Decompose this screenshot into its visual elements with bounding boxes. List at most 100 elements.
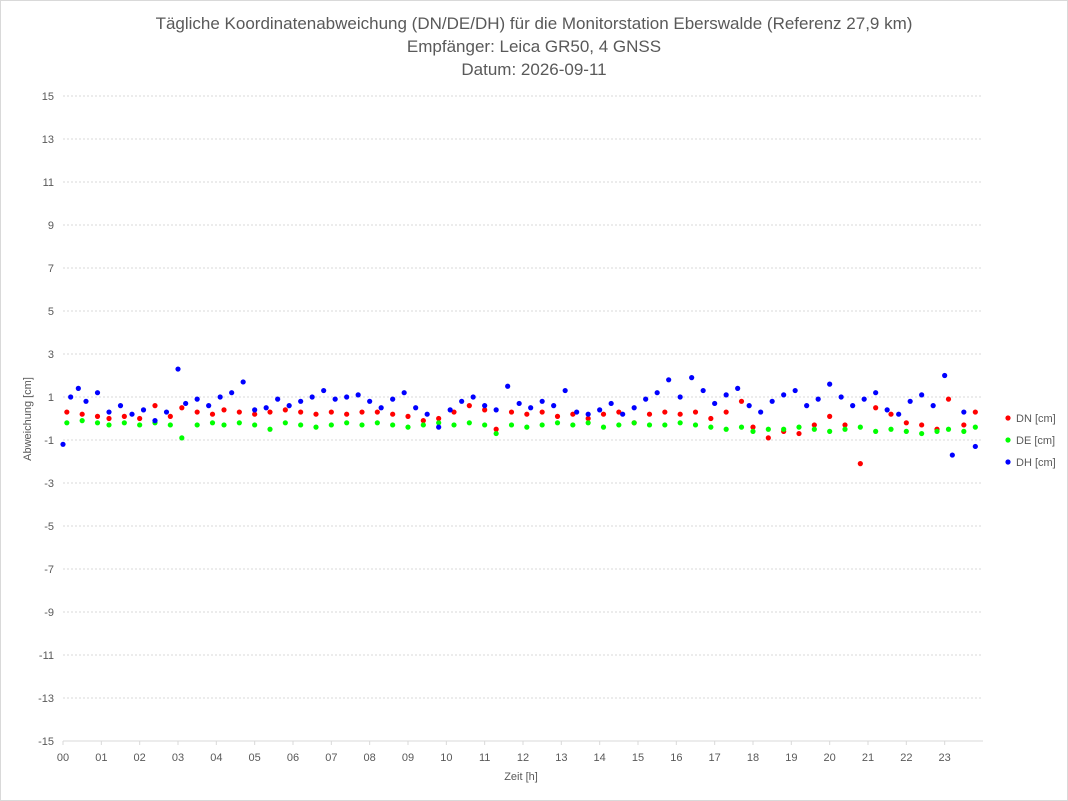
data-point (811, 426, 817, 432)
y-tick-label: 5 (48, 306, 54, 318)
data-point (677, 420, 683, 426)
series-3 (60, 366, 978, 458)
data-point (413, 405, 419, 411)
data-point (229, 390, 235, 396)
data-point (206, 403, 212, 409)
data-point (405, 424, 411, 430)
data-point (94, 420, 101, 426)
data-point (221, 422, 227, 428)
data-point (217, 394, 223, 400)
data-point (631, 405, 637, 411)
data-point (524, 411, 530, 417)
data-point (600, 411, 607, 417)
data-point (405, 413, 411, 419)
data-point (75, 385, 81, 391)
x-tick-label: 04 (210, 752, 222, 764)
x-tick-label: 09 (402, 752, 414, 764)
data-point (94, 390, 101, 396)
data-point (554, 420, 561, 426)
data-point (359, 409, 365, 415)
data-point (175, 366, 181, 372)
data-point (420, 422, 426, 428)
data-point (447, 407, 453, 413)
data-point (585, 411, 591, 417)
data-point (451, 422, 457, 428)
data-point (945, 396, 952, 402)
data-point (321, 387, 327, 394)
data-point (313, 411, 319, 417)
y-tick-label: 1 (48, 392, 54, 404)
data-point (539, 422, 545, 428)
data-point (896, 411, 902, 417)
data-point (750, 424, 756, 430)
data-point (738, 398, 745, 404)
x-tick-label: 16 (670, 752, 682, 764)
data-point (646, 422, 653, 428)
data-point (328, 409, 334, 415)
data-point (723, 392, 729, 398)
data-point (64, 420, 70, 426)
y-tick-label: -15 (38, 736, 54, 748)
x-tick-label: 11 (479, 752, 490, 764)
data-point (815, 396, 821, 402)
data-point (194, 409, 200, 415)
data-point (873, 405, 879, 411)
data-point (689, 375, 695, 381)
data-point (608, 400, 614, 407)
data-point (620, 411, 626, 417)
data-point (735, 385, 741, 391)
data-point (842, 422, 848, 428)
data-point (482, 403, 488, 409)
data-point (551, 403, 557, 409)
data-point (401, 390, 407, 396)
data-point (493, 407, 499, 413)
data-point (194, 396, 200, 402)
data-point (493, 426, 499, 432)
chart-title: Tägliche Koordinatenabweichung (DN/DE/DH… (156, 14, 913, 79)
data-point (903, 428, 909, 434)
data-point (359, 422, 365, 428)
x-tick-label: 07 (325, 752, 337, 764)
y-tick-label: -13 (38, 693, 54, 705)
data-point (64, 409, 70, 415)
data-point (252, 407, 258, 413)
data-point (857, 424, 863, 430)
data-point (934, 428, 940, 434)
y-tick-label: -9 (44, 607, 54, 619)
data-point (554, 413, 561, 419)
data-point (378, 405, 384, 411)
y-axis-ticks: 15 13 11 9 7 5 3 1 -1 -3 -5 -7 -9 -11 -13 -15 (38, 91, 54, 748)
data-point (616, 422, 622, 428)
data-point (942, 372, 948, 379)
data-point (873, 428, 879, 434)
data-point (949, 452, 955, 458)
data-point (140, 407, 147, 413)
y-tick-label: 7 (48, 263, 54, 275)
y-tick-label: 13 (42, 134, 54, 146)
data-point (972, 424, 978, 430)
data-point (117, 403, 124, 409)
data-point (930, 403, 936, 409)
data-point (332, 396, 338, 402)
data-point (106, 415, 112, 422)
x-tick-label: 03 (172, 752, 184, 764)
data-point (861, 396, 867, 402)
x-axis-ticks: 00 01 02 03 04 05 06 07 08 09 10 11 12 13 14 15 16 17 18 19… (57, 741, 951, 764)
data-point (282, 407, 288, 413)
data-point (857, 461, 863, 467)
data-point (654, 390, 660, 396)
data-point (459, 398, 465, 404)
x-tick-label: 21 (862, 752, 874, 764)
data-point (194, 422, 200, 428)
data-point (528, 405, 534, 411)
data-point (796, 424, 802, 430)
data-point (677, 411, 683, 417)
data-point (179, 435, 185, 441)
data-point (597, 407, 603, 413)
data-point (313, 424, 319, 430)
gridlines (63, 95, 983, 742)
data-point (121, 420, 127, 426)
data-point (562, 387, 568, 394)
